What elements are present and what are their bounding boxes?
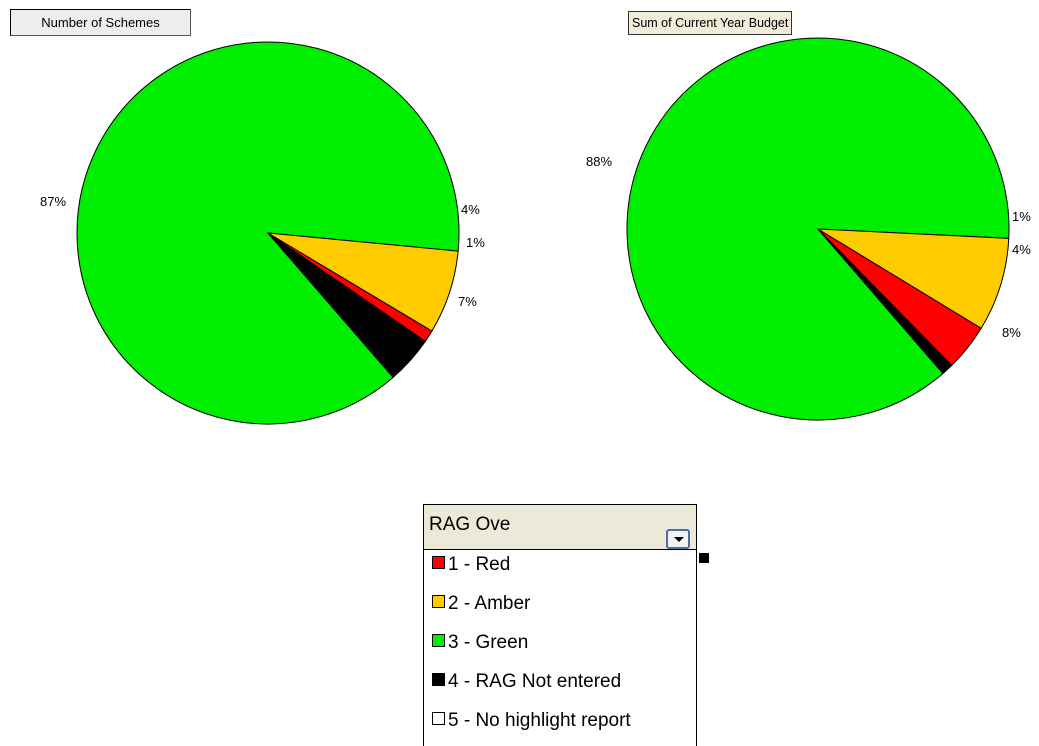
chevron-down-icon bbox=[674, 537, 684, 542]
resize-handle[interactable] bbox=[699, 553, 709, 563]
pie-label-0-1: 4% bbox=[461, 202, 480, 217]
pie-label-1-0: 88% bbox=[586, 154, 612, 169]
rag-item-red[interactable]: 1 - Red bbox=[432, 550, 510, 580]
rag-item-not-entered[interactable]: 4 - RAG Not entered bbox=[432, 667, 621, 697]
rag-filter-list[interactable]: 1 - Red 2 - Amber 3 - Green 4 - RAG Not … bbox=[423, 550, 697, 746]
pie-label-1-3: 8% bbox=[1002, 325, 1021, 340]
black-swatch-icon bbox=[432, 673, 445, 687]
rag-overall-filter[interactable]: RAG Ove 1 - Red 2 - Amber 3 - Green 4 - … bbox=[423, 504, 697, 746]
pie-label-1-2: 4% bbox=[1012, 242, 1031, 257]
pie-label-0-3: 7% bbox=[458, 294, 477, 309]
rag-filter-label: RAG Ove bbox=[429, 514, 511, 535]
pie-label-0-0: 87% bbox=[40, 194, 66, 209]
pie-chart-number-of-schemes: 87% 4% 1% 7% bbox=[40, 41, 485, 425]
rag-item-green[interactable]: 3 - Green bbox=[432, 628, 528, 658]
amber-swatch-icon bbox=[432, 595, 445, 609]
pie-chart-sum-current-year-budget: 88% 1% 4% 8% bbox=[586, 37, 1031, 421]
chart-title-number-of-schemes: Number of Schemes bbox=[10, 9, 191, 36]
pie-label-0-2: 1% bbox=[466, 235, 485, 250]
red-swatch-icon bbox=[432, 556, 445, 570]
rag-filter-header[interactable]: RAG Ove bbox=[423, 504, 697, 550]
rag-item-no-highlight[interactable]: 5 - No highlight report bbox=[432, 706, 631, 736]
white-swatch-icon bbox=[432, 712, 445, 726]
pie-slice-1-3 bbox=[817, 228, 1010, 329]
pie-label-1-1: 1% bbox=[1012, 209, 1031, 224]
chart-title-sum-current-year-budget: Sum of Current Year Budget bbox=[628, 11, 793, 35]
dropdown-button[interactable] bbox=[666, 529, 690, 549]
pie-charts: 87% 4% 1% 7% 88% 1% 4% 8% bbox=[40, 37, 1031, 425]
rag-item-amber[interactable]: 2 - Amber bbox=[432, 589, 530, 619]
green-swatch-icon bbox=[432, 634, 445, 648]
pie-slice-0-3 bbox=[267, 232, 459, 332]
